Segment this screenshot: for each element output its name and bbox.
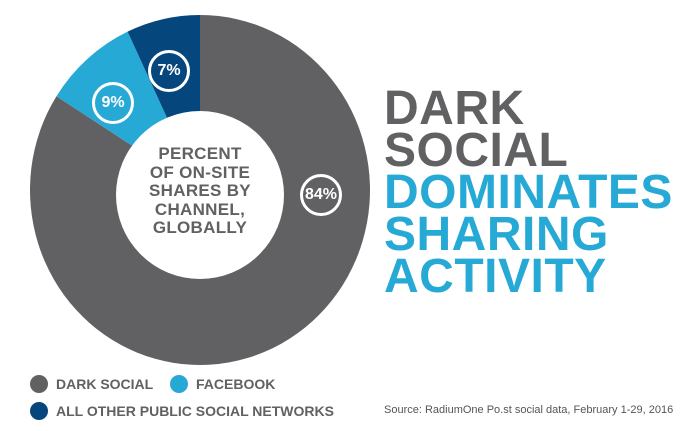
legend-swatch-dark-social: [30, 375, 48, 393]
legend-swatch-facebook: [170, 375, 188, 393]
center-label-line: GLOBALLY: [152, 218, 248, 237]
legend-item-other-networks: ALL OTHER PUBLIC SOCIAL NETWORKS: [30, 402, 334, 420]
center-label-line: OF ON-SITE: [149, 162, 251, 182]
donut-hole: [116, 111, 284, 279]
headline-line: ACTIVITY: [384, 250, 607, 303]
legend-label: ALL OTHER PUBLIC SOCIAL NETWORKS: [56, 403, 334, 419]
chart-center-label: PERCENT OF ON-SITE SHARES BY CHANNEL, GL…: [120, 144, 280, 238]
dark-social-percent-badge: 84%: [300, 174, 342, 216]
headline-line: DOMINATES: [384, 166, 673, 219]
other-networks-percent-badge: 7%: [148, 50, 190, 92]
source-note: Source: RadiumOne Po.st social data, Feb…: [384, 404, 674, 416]
facebook-percent-badge: 9%: [92, 82, 134, 124]
headline: DARK SOCIAL DOMINATES SHARING ACTIVITY: [384, 82, 673, 303]
legend-item-dark-social: DARK SOCIAL: [30, 375, 153, 393]
center-label-line: PERCENT: [158, 144, 242, 163]
legend-label: FACEBOOK: [196, 376, 276, 392]
headline-line: SOCIAL: [384, 124, 569, 177]
center-label-line: CHANNEL,: [154, 199, 246, 219]
headline-line: DARK: [384, 82, 525, 135]
legend-item-facebook: FACEBOOK: [170, 375, 275, 393]
center-label-line: SHARES BY: [149, 181, 251, 200]
legend-swatch-other-networks: [30, 402, 48, 420]
donut-chart: [29, 14, 370, 365]
headline-line: SHARING: [384, 208, 609, 261]
legend-label: DARK SOCIAL: [56, 376, 154, 392]
